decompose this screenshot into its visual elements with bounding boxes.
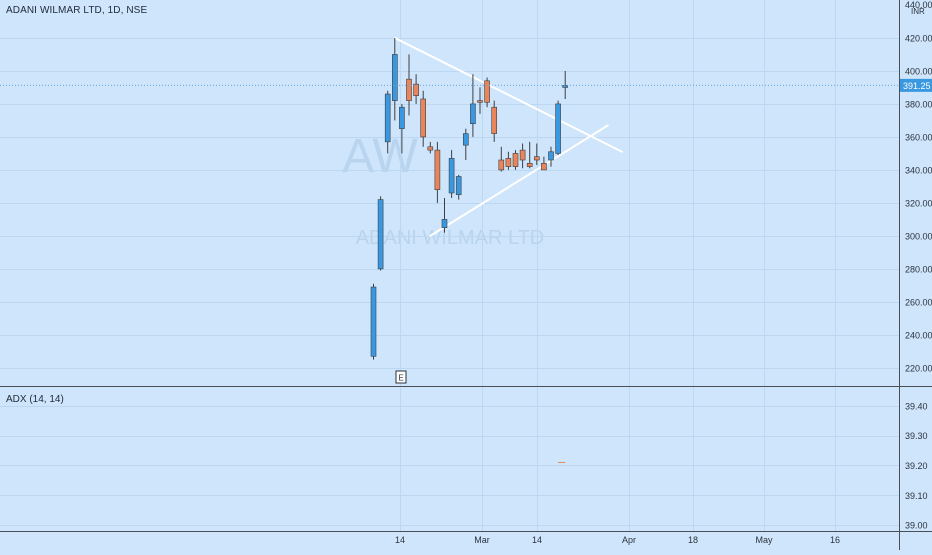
candle-body-down bbox=[420, 98, 427, 138]
candle bbox=[533, 143, 540, 165]
trendlines[interactable] bbox=[393, 36, 623, 237]
candle bbox=[562, 70, 569, 99]
adx-tick-label: 39.20 bbox=[905, 461, 928, 471]
candles bbox=[370, 37, 569, 360]
candle-body-down bbox=[427, 146, 434, 151]
candle-body-down bbox=[413, 83, 419, 96]
triangle-upper-trendline[interactable] bbox=[393, 36, 623, 153]
price-tick-label: 320.00 bbox=[905, 198, 932, 208]
price-tick-label: 240.00 bbox=[905, 330, 932, 340]
currency-label: INR bbox=[911, 7, 925, 16]
candle-body-up bbox=[399, 106, 405, 129]
candle-body-up bbox=[548, 151, 554, 161]
candle bbox=[491, 100, 498, 142]
candle bbox=[377, 196, 384, 271]
candle bbox=[526, 141, 533, 169]
symbol-header[interactable]: ADANI WILMAR LTD, 1D, NSE bbox=[6, 5, 148, 16]
candle-body-down bbox=[484, 80, 490, 103]
candle-body-down bbox=[533, 156, 540, 161]
candle bbox=[498, 146, 505, 172]
time-tick-label: May bbox=[755, 535, 773, 545]
candle-body-down bbox=[519, 149, 526, 161]
candle bbox=[455, 174, 462, 200]
adx-tick-label: 39.00 bbox=[905, 521, 928, 531]
candle bbox=[519, 143, 526, 169]
triangle-lower-trendline[interactable] bbox=[429, 124, 609, 237]
candle bbox=[406, 54, 412, 116]
watermark-name: ADANI WILMAR LTD bbox=[356, 227, 545, 249]
price-tick-label: 280.00 bbox=[905, 264, 932, 274]
last-price-badge bbox=[900, 78, 932, 92]
candle-body-down bbox=[406, 78, 412, 101]
candle-body-up bbox=[448, 158, 455, 194]
candle bbox=[441, 197, 448, 233]
candle-body-up bbox=[391, 54, 398, 101]
candle bbox=[420, 90, 427, 147]
price-tick-label: 300.00 bbox=[905, 231, 932, 241]
candle bbox=[462, 128, 469, 161]
adx-tick-label: 39.10 bbox=[905, 491, 928, 501]
candle-body-up bbox=[562, 85, 569, 88]
candle-body-up bbox=[370, 286, 377, 357]
candle-body-down bbox=[526, 163, 533, 167]
candle-body-down bbox=[505, 158, 512, 167]
candle-body-down bbox=[491, 106, 498, 134]
earnings-marker-label: E bbox=[398, 374, 403, 383]
adx-tick-label: 39.30 bbox=[905, 431, 928, 441]
candle bbox=[541, 156, 547, 171]
candle-body-up bbox=[441, 219, 448, 228]
price-tick-label: 360.00 bbox=[905, 132, 932, 142]
candle-body-up bbox=[384, 93, 391, 143]
candle bbox=[512, 150, 519, 170]
price-tick-label-top: 440.00 bbox=[905, 0, 932, 10]
watermark-ticker: AW bbox=[342, 130, 418, 183]
time-tick-label: 16 bbox=[830, 535, 840, 545]
candle bbox=[370, 283, 377, 360]
candle-body-down bbox=[477, 100, 483, 103]
price-tick-label: 220.00 bbox=[905, 363, 932, 373]
candle bbox=[413, 74, 419, 104]
time-tick-label: 18 bbox=[688, 535, 698, 545]
candle bbox=[477, 87, 483, 114]
earnings-marker-box[interactable] bbox=[395, 370, 407, 384]
earnings-marker[interactable]: E bbox=[395, 370, 407, 384]
candle bbox=[505, 151, 512, 170]
price-tick-label: 420.00 bbox=[905, 33, 932, 43]
candle bbox=[470, 74, 476, 137]
candle-body-up bbox=[455, 176, 462, 195]
candle-body-down bbox=[512, 153, 519, 167]
candle-body-up bbox=[555, 103, 561, 154]
candle bbox=[384, 90, 391, 154]
candle bbox=[484, 77, 490, 108]
candle bbox=[555, 100, 561, 156]
price-tick-label: 400.00 bbox=[905, 66, 932, 76]
price-tick-label: 340.00 bbox=[905, 165, 932, 175]
indicator-label[interactable]: ADX (14, 14) bbox=[6, 394, 64, 405]
candle bbox=[427, 141, 434, 154]
adx-tick-label: 39.40 bbox=[905, 401, 928, 411]
candle bbox=[399, 103, 405, 154]
candle bbox=[448, 150, 455, 198]
last-price-label: 391.25 bbox=[903, 81, 931, 91]
candle bbox=[548, 146, 554, 167]
time-tick-label: Mar bbox=[474, 535, 490, 545]
candle-body-down bbox=[498, 159, 505, 171]
candle-body-down bbox=[541, 163, 547, 171]
price-tick-label: 380.00 bbox=[905, 99, 932, 109]
price-tick-label: 260.00 bbox=[905, 297, 932, 307]
candle-body-up bbox=[462, 133, 469, 146]
time-tick-label: Apr bbox=[622, 535, 636, 545]
candle-body-up bbox=[377, 199, 384, 270]
time-tick-label: 14 bbox=[395, 535, 405, 545]
candle-body-down bbox=[434, 149, 441, 191]
candle-body-up bbox=[470, 103, 476, 125]
time-tick-label: 14 bbox=[532, 535, 542, 545]
grid bbox=[0, 0, 899, 531]
candle bbox=[391, 37, 398, 121]
candle bbox=[434, 141, 441, 203]
